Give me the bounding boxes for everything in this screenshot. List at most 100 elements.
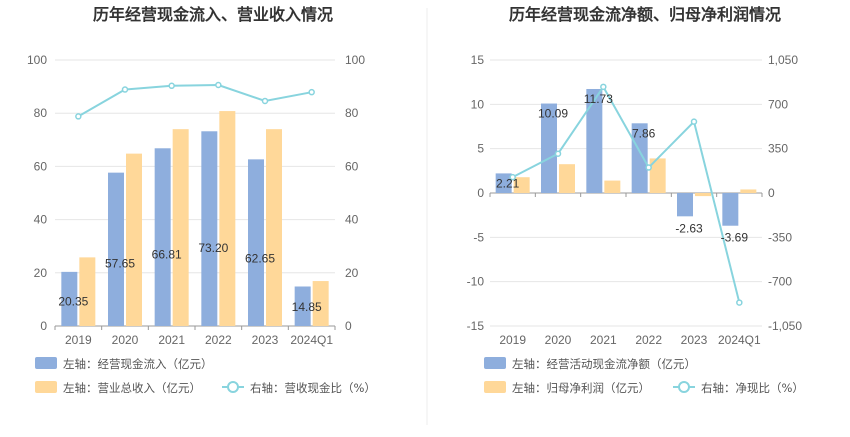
data-label: 11.73 xyxy=(584,92,613,106)
right-axis-tick: -350 xyxy=(768,230,792,244)
legend-swatch-marker xyxy=(227,381,239,393)
x-axis-tick: 2021 xyxy=(590,333,617,347)
right-axis-tick: 80 xyxy=(345,106,359,120)
line-point xyxy=(645,164,652,171)
line-net-cash-ratio xyxy=(512,84,741,303)
chart-title: 历年经营现金流入、营业收入情况 xyxy=(93,5,333,24)
line-point xyxy=(509,173,516,181)
data-label: 57.65 xyxy=(105,257,135,271)
bar-cash-inflow xyxy=(294,286,311,326)
data-label: -2.63 xyxy=(675,221,703,235)
left-axis-tick: -5 xyxy=(473,230,484,244)
left-axis-tick: 80 xyxy=(34,106,48,120)
left-axis-tick: 0 xyxy=(477,186,484,200)
data-label: 7.86 xyxy=(632,126,656,140)
line-point xyxy=(600,83,607,91)
x-axis-tick: 2023 xyxy=(252,333,279,347)
right-axis-tick: -700 xyxy=(768,275,792,289)
data-label: 10.09 xyxy=(538,107,568,121)
right-axis-tick: 100 xyxy=(345,53,365,67)
x-axis-tick: 2023 xyxy=(681,333,708,347)
data-label: 62.65 xyxy=(245,252,275,266)
bar-total-revenue xyxy=(126,153,142,326)
right-axis-tick: 1,050 xyxy=(768,53,798,67)
legend-swatch-marker xyxy=(678,381,690,393)
line-point xyxy=(690,118,698,125)
right-axis-tick: 700 xyxy=(768,97,788,111)
bar-cash-inflow xyxy=(108,172,124,326)
bar-cash-inflow xyxy=(248,159,264,326)
left-axis-tick: 5 xyxy=(477,142,484,156)
left-axis-tick: 10 xyxy=(471,97,485,111)
left-axis-tick: 60 xyxy=(34,159,48,173)
bar-operating-cash-net xyxy=(677,193,693,217)
bar-total-revenue xyxy=(266,129,282,326)
left-axis-tick: 100 xyxy=(27,53,47,67)
bar-operating-cash-net xyxy=(631,123,648,193)
data-label: 2.21 xyxy=(496,176,520,190)
left-axis-tick: 20 xyxy=(34,266,48,280)
legend-label: 左轴：营业总收入（亿元） xyxy=(63,381,201,395)
bar-operating-cash-net xyxy=(586,88,603,193)
bar-total-revenue xyxy=(312,281,329,326)
bar-total-revenue xyxy=(79,257,96,326)
bar-net-profit xyxy=(695,193,711,197)
legend-label: 左轴：归母净利润（亿元） xyxy=(512,381,650,395)
right-axis-tick: 0 xyxy=(768,186,775,200)
data-label: -3.69 xyxy=(721,231,749,245)
line-point xyxy=(121,86,129,93)
bar-net-profit xyxy=(559,164,575,193)
line-point xyxy=(215,81,222,89)
data-label: 14.85 xyxy=(292,300,322,314)
line-point xyxy=(168,82,175,90)
legend-swatch xyxy=(35,357,57,369)
x-axis-tick: 2022 xyxy=(635,333,662,347)
legend-label: 左轴：经营活动现金流净额（亿元） xyxy=(512,357,696,371)
x-axis-tick: 2020 xyxy=(112,333,139,347)
line-point xyxy=(75,113,82,120)
bar-operating-cash-net xyxy=(722,193,739,226)
left-axis-tick: 40 xyxy=(34,213,48,227)
legend-swatch xyxy=(484,381,506,393)
bar-operating-cash-net xyxy=(495,173,512,193)
legend-label: 右轴：营收现金比（%） xyxy=(250,381,376,395)
line-point xyxy=(736,299,743,306)
data-label: 66.81 xyxy=(152,247,182,261)
right-axis-tick: 40 xyxy=(345,213,359,227)
x-axis-tick: 2024Q1 xyxy=(290,333,333,347)
legend-label: 右轴：净现比（%） xyxy=(701,381,804,395)
bar-cash-inflow xyxy=(61,271,78,326)
left-axis-tick: 0 xyxy=(40,319,47,333)
legend-label: 左轴：经营现金流入（亿元） xyxy=(63,357,213,371)
data-label: 73.20 xyxy=(198,241,228,255)
x-axis-tick: 2019 xyxy=(65,333,92,347)
x-axis-tick: 2019 xyxy=(499,333,526,347)
x-axis-tick: 2020 xyxy=(545,333,572,347)
line-point xyxy=(554,150,562,157)
line-point xyxy=(261,97,269,105)
left-axis-tick: 15 xyxy=(471,53,485,67)
left-axis-tick: -10 xyxy=(467,275,485,289)
right-axis-tick: -1,050 xyxy=(768,319,802,333)
bar-net-profit xyxy=(740,189,757,193)
bar-total-revenue xyxy=(219,111,236,327)
x-axis-tick: 2022 xyxy=(205,333,232,347)
right-axis-tick: 20 xyxy=(345,266,359,280)
right-axis-tick: 350 xyxy=(768,142,788,156)
right-axis-tick: 0 xyxy=(345,319,352,333)
data-label: 20.35 xyxy=(58,294,88,308)
legend-swatch xyxy=(35,381,57,393)
bar-net-profit xyxy=(604,180,621,193)
bar-cash-inflow xyxy=(201,131,218,326)
bar-net-profit xyxy=(513,177,530,193)
x-axis-tick: 2024Q1 xyxy=(718,333,761,347)
left-axis-tick: -15 xyxy=(467,319,485,333)
right-axis-tick: 60 xyxy=(345,159,359,173)
line-revenue-cash-ratio xyxy=(77,84,312,118)
bar-operating-cash-net xyxy=(541,103,557,193)
bar-total-revenue xyxy=(172,129,189,326)
x-axis-tick: 2021 xyxy=(158,333,185,347)
bar-cash-inflow xyxy=(154,148,171,326)
chart-title: 历年经营现金流净额、归母净利润情况 xyxy=(509,5,781,24)
